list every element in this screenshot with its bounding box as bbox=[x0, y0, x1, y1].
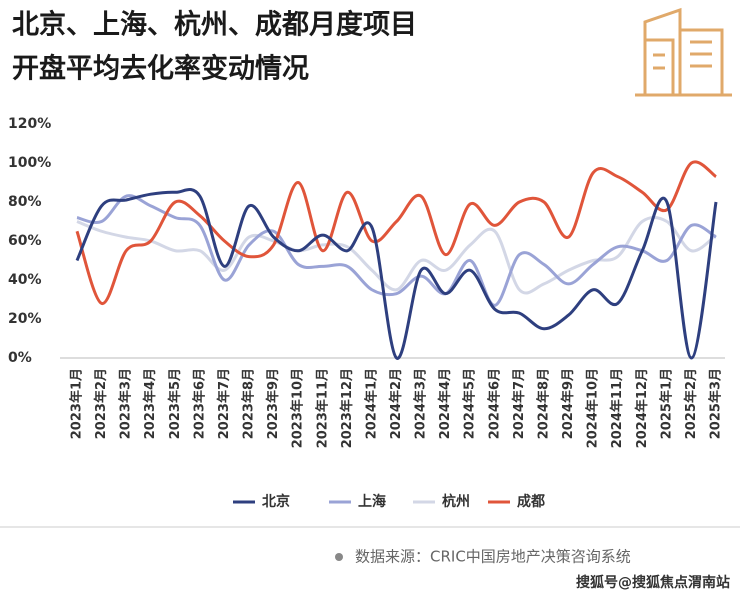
x-tick-label: 2025年2月 bbox=[683, 368, 699, 439]
series-line bbox=[75, 160, 717, 305]
x-tick-label: 2024年11月 bbox=[609, 368, 625, 448]
x-tick-label: 2024年12月 bbox=[634, 368, 650, 448]
x-tick-label: 2023年6月 bbox=[191, 368, 207, 439]
x-tick-label: 2023年10月 bbox=[290, 368, 306, 448]
credit: 搜狐号@搜狐焦点渭南站 bbox=[576, 574, 730, 591]
x-tick-label: 2024年6月 bbox=[486, 368, 502, 439]
x-tick-label: 2023年2月 bbox=[93, 368, 109, 439]
x-tick-label: 2024年7月 bbox=[511, 368, 527, 439]
legend-label: 上海 bbox=[358, 493, 386, 510]
x-tick-label: 2024年1月 bbox=[363, 368, 379, 439]
y-tick-label: 60% bbox=[8, 233, 42, 249]
x-tick-label: 2025年1月 bbox=[658, 368, 674, 439]
legend-label: 成都 bbox=[517, 493, 545, 510]
y-tick-label: 80% bbox=[8, 194, 42, 210]
series-line bbox=[76, 194, 717, 307]
x-tick-label: 2023年3月 bbox=[118, 368, 134, 439]
x-tick-label: 2024年10月 bbox=[585, 368, 601, 448]
legend-label: 北京 bbox=[262, 493, 290, 510]
x-tick-label: 2024年8月 bbox=[535, 368, 551, 439]
x-tick-label: 2023年12月 bbox=[339, 368, 355, 448]
x-tick-label: 2023年4月 bbox=[142, 368, 158, 439]
series-line bbox=[75, 188, 718, 360]
y-tick-label: 0% bbox=[8, 350, 32, 366]
chart-title: 北京、上海、杭州、成都月度项目 bbox=[12, 9, 417, 41]
x-tick-label: 2024年5月 bbox=[462, 368, 478, 439]
y-tick-label: 120% bbox=[8, 116, 51, 132]
legend-label: 杭州 bbox=[442, 493, 470, 510]
x-tick-label: 2024年2月 bbox=[388, 368, 404, 439]
source: 数据来源：CRIC中国房地产决策咨询系统 bbox=[355, 548, 631, 566]
series-line bbox=[76, 215, 717, 295]
x-tick-label: 2023年8月 bbox=[241, 368, 257, 439]
x-tick-label: 2023年5月 bbox=[167, 368, 183, 439]
source-bullet bbox=[335, 553, 343, 561]
x-tick-label: 2023年7月 bbox=[216, 368, 232, 439]
x-tick-label: 2024年4月 bbox=[437, 368, 453, 439]
x-tick-label: 2023年9月 bbox=[265, 368, 281, 439]
x-tick-label: 2024年3月 bbox=[413, 368, 429, 439]
x-tick-label: 2024年9月 bbox=[560, 368, 576, 439]
x-tick-label: 2023年1月 bbox=[69, 368, 85, 439]
x-tick-label: 2023年11月 bbox=[314, 368, 330, 448]
chart-title: 开盘平均去化率变动情况 bbox=[12, 53, 309, 85]
x-tick-label: 2025年3月 bbox=[708, 368, 724, 439]
building-icon bbox=[635, 7, 732, 97]
y-tick-label: 40% bbox=[8, 272, 42, 288]
y-tick-label: 20% bbox=[8, 311, 42, 327]
y-tick-label: 100% bbox=[8, 155, 51, 171]
